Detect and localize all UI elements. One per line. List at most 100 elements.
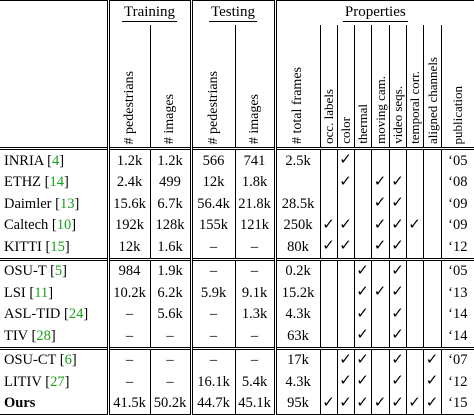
col-train-images: # images <box>149 25 191 149</box>
cell-train_ped: 10.2k <box>106 282 150 304</box>
cell-color <box>336 193 355 215</box>
table-row: LITIV [27] – –16.1k 5.4k 4.3k ✓ ✓ ✓ ✓ ‘12 <box>0 371 474 393</box>
cell-temporal: ✓ <box>405 392 424 415</box>
cell-video <box>388 147 407 172</box>
col-test-images: # images <box>234 25 276 149</box>
cell-train_img: 1.6k <box>149 236 191 259</box>
dataset-name-cell: TIV [28] <box>4 327 56 344</box>
cell-moving: ✓ <box>370 236 390 259</box>
cell-temporal <box>405 257 424 282</box>
table-row: OSU-T [5] 984 1.9k – –0.2k ✓ ✓ ‘05 <box>0 257 474 282</box>
cell-color: ✓ <box>336 171 355 193</box>
cell-pub: ‘09 <box>440 214 474 236</box>
cell-thermal: ✓ <box>353 257 372 282</box>
citation-link[interactable]: 5 <box>54 263 63 279</box>
cell-pub: ‘09 <box>440 193 474 215</box>
cell-color <box>336 325 355 348</box>
table-row: TIV [28] – – – –63k ✓ ✓ ‘14 <box>0 325 474 348</box>
dataset-name: OSU-CT <box>4 352 57 368</box>
cell-aligned <box>422 325 442 348</box>
cell-color: ✓ <box>336 392 355 415</box>
cell-thermal: ✓ <box>353 282 372 304</box>
cell-color <box>336 282 355 304</box>
cell-aligned <box>422 303 442 325</box>
table-body: INRIA [4] 1.2k 1.2k 566 741 2.5k ✓ ‘05 ETHZ [14]… <box>0 147 474 415</box>
cell-test_ped: 44.7k <box>189 392 235 415</box>
cell-thermal: ✓ <box>353 303 372 325</box>
citation-link[interactable]: 4 <box>51 152 60 169</box>
cell-train_img: 5.6k <box>149 303 191 325</box>
cell-pub: ‘08 <box>440 171 474 193</box>
cell-moving: ✓ <box>370 193 390 215</box>
citation-link[interactable]: 11 <box>34 284 49 301</box>
cell-thermal <box>353 236 372 259</box>
cell-moving: ✓ <box>370 171 390 193</box>
cell-occ <box>319 346 338 371</box>
cell-thermal: ✓ <box>353 325 372 348</box>
dataset-name: ASL-TID <box>4 306 61 322</box>
cell-aligned <box>422 171 442 193</box>
citation-link[interactable]: 24 <box>68 306 84 322</box>
column-header-row: # pedestrians # images # pedestrians # i… <box>0 25 474 149</box>
cell-video: ✓ <box>388 325 407 348</box>
cell-train_ped: – <box>106 303 150 325</box>
cell-test_ped: – <box>189 325 235 348</box>
dataset-name: Caltech <box>4 217 49 233</box>
col-thermal: thermal <box>353 25 372 149</box>
cell-total: 250k <box>273 214 321 236</box>
cell-train_img: 499 <box>149 171 191 193</box>
cell-total: 95k <box>273 392 321 415</box>
table-row: Ours 41.5k 50.2k 44.7k 45.1k 95k ✓ ✓ ✓ ✓ ✓ ✓ ✓ ‘15 <box>0 392 474 415</box>
cell-total: 2.5k <box>273 147 321 172</box>
cell-video: ✓ <box>388 392 407 415</box>
table-row: OSU-CT [6] – – – –17k ✓ ✓ ✓ ✓ ‘07 <box>0 346 474 371</box>
cell-moving: ✓ <box>370 214 390 236</box>
cell-test_img: 9.1k <box>234 282 276 304</box>
group-header-row: Training Testing Properties <box>0 0 474 25</box>
cell-color: ✓ <box>336 147 355 172</box>
dataset-name: Ours <box>4 395 36 411</box>
cell-test_img: 21.8k <box>234 193 276 215</box>
cell-video: ✓ <box>388 303 407 325</box>
cell-temporal <box>405 193 424 215</box>
cell-moving <box>370 325 390 348</box>
citation-link[interactable]: 6 <box>64 352 72 368</box>
cell-thermal <box>353 214 372 236</box>
cell-train_img: 6.2k <box>149 282 191 304</box>
col-color: color <box>336 25 355 149</box>
cell-train_ped: 12k <box>106 236 150 259</box>
citation-link[interactable]: 15 <box>50 238 65 255</box>
cell-total: 4.3k <box>273 371 321 393</box>
table-row: LSI [11] 10.2k 6.2k 5.9k 9.1k 15.2k ✓ ✓ ✓ ‘13 <box>0 282 474 304</box>
citation-link[interactable]: 28 <box>36 327 51 344</box>
cell-train_img: – <box>149 325 191 348</box>
cell-total: 4.3k <box>273 303 321 325</box>
cell-occ <box>319 371 338 393</box>
citation-link[interactable]: 13 <box>59 195 75 212</box>
cell-test_ped: – <box>189 236 235 259</box>
cell-thermal <box>353 171 372 193</box>
cell-video: ✓ <box>388 193 407 215</box>
corner-cell-2 <box>0 25 108 149</box>
group-testing: Testing <box>189 0 276 25</box>
cell-thermal: ✓ <box>353 371 372 393</box>
cell-total: 63k <box>273 325 321 348</box>
cell-pub: ‘07 <box>440 346 474 371</box>
cell-test_ped: – <box>189 303 235 325</box>
cell-train_img: 128k <box>149 214 191 236</box>
cell-test_img: – <box>234 257 276 282</box>
cell-color <box>336 257 355 282</box>
cell-moving <box>370 346 390 371</box>
citation-link[interactable]: 14 <box>49 174 65 190</box>
cell-pub: ‘14 <box>440 303 474 325</box>
cell-test_ped: 12k <box>189 171 235 193</box>
corner-cell <box>0 0 108 25</box>
cell-pub: ‘05 <box>440 147 474 172</box>
dataset-name-cell: LITIV [27] <box>4 373 70 390</box>
cell-aligned <box>422 236 442 259</box>
citation-link[interactable]: 10 <box>56 217 72 233</box>
citation-link[interactable]: 27 <box>50 373 65 390</box>
cell-test_img: 121k <box>234 214 276 236</box>
cell-video: ✓ <box>388 171 407 193</box>
